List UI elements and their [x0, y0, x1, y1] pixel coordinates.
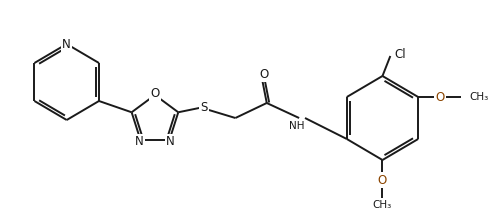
Text: CH₃: CH₃ [469, 92, 489, 102]
Text: S: S [200, 101, 208, 113]
Text: O: O [435, 91, 444, 104]
Text: Cl: Cl [394, 48, 406, 61]
Text: O: O [150, 86, 160, 100]
Text: O: O [259, 67, 269, 80]
Text: NH: NH [289, 121, 305, 131]
Text: CH₃: CH₃ [373, 200, 392, 210]
Text: N: N [62, 37, 71, 51]
Text: N: N [166, 135, 175, 148]
Text: N: N [135, 135, 144, 148]
Text: O: O [378, 174, 387, 186]
